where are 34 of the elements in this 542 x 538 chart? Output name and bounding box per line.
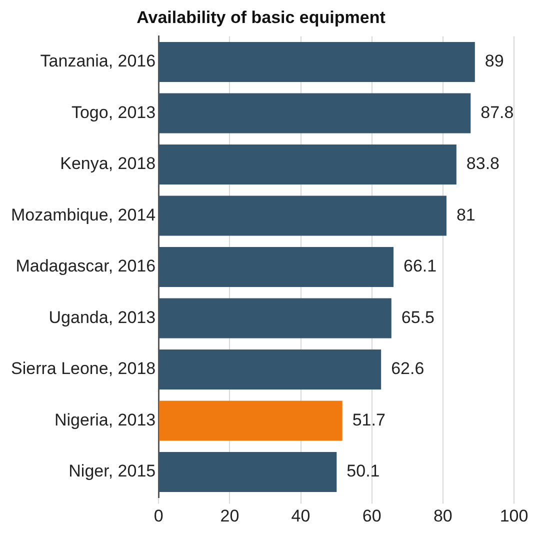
x-tick-label: 20 bbox=[220, 506, 240, 526]
bar bbox=[159, 350, 382, 390]
x-tick-label: 60 bbox=[362, 506, 382, 526]
bar bbox=[159, 247, 394, 287]
data-label: 89 bbox=[484, 52, 504, 71]
data-label: 51.7 bbox=[352, 410, 386, 430]
y-tick-label: Uganda, 2013 bbox=[48, 308, 156, 327]
bar bbox=[159, 196, 446, 236]
y-tick-label: Kenya, 2018 bbox=[60, 154, 156, 174]
bar bbox=[159, 144, 456, 184]
bar bbox=[159, 452, 337, 492]
y-tick-label: Mozambique, 2014 bbox=[11, 205, 156, 224]
data-label: 66.1 bbox=[404, 256, 437, 276]
data-label: 83.8 bbox=[466, 154, 500, 174]
y-tick-label: Madagascar, 2016 bbox=[16, 256, 156, 276]
data-label: 62.6 bbox=[391, 359, 424, 378]
data-label: 81 bbox=[456, 205, 476, 224]
chart-title: Availability of basic equipment bbox=[136, 8, 386, 27]
bar bbox=[159, 298, 392, 338]
bar bbox=[159, 42, 475, 82]
x-tick-label: 0 bbox=[154, 506, 164, 526]
x-tick-label: 80 bbox=[433, 506, 452, 526]
bar bbox=[159, 93, 471, 134]
x-tick-label: 100 bbox=[500, 506, 528, 526]
x-tick-label: 40 bbox=[291, 506, 310, 526]
data-label: 50.1 bbox=[346, 462, 380, 481]
bar bbox=[159, 400, 342, 441]
y-tick-label: Tanzania, 2016 bbox=[40, 52, 156, 71]
y-tick-label: Niger, 2015 bbox=[68, 462, 156, 481]
y-tick-label: Togo, 2013 bbox=[71, 102, 156, 122]
data-label: 65.5 bbox=[401, 308, 434, 327]
y-tick-label: Sierra Leone, 2018 bbox=[11, 359, 156, 378]
data-label: 87.8 bbox=[480, 102, 514, 122]
y-tick-label: Nigeria, 2013 bbox=[54, 410, 156, 430]
